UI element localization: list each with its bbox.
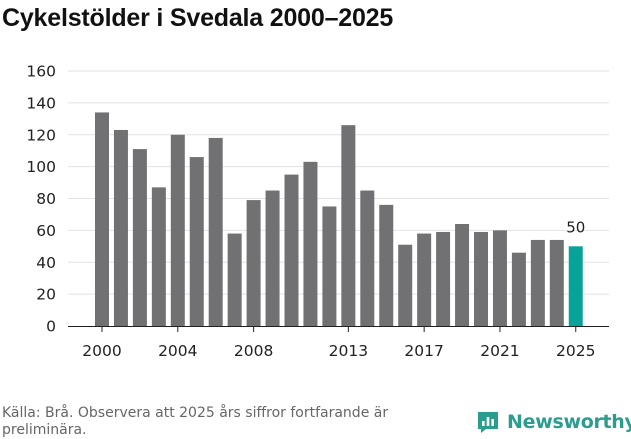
source-note: Källa: Brå. Observera att 2025 års siffr… — [2, 405, 389, 438]
bar-2001 — [113, 129, 128, 326]
bar-2022 — [511, 252, 526, 326]
bar-2004 — [170, 134, 185, 326]
x-tick-label: 2004 — [158, 342, 197, 360]
chart-title: Cykelstölder i Svedala 2000–2025 — [2, 4, 394, 32]
bar-2009 — [265, 190, 280, 326]
bar-2003 — [151, 187, 166, 326]
bar-2018 — [436, 231, 451, 326]
bar-2010 — [284, 174, 299, 326]
bar-2021 — [492, 230, 507, 326]
bar-2024 — [549, 239, 564, 326]
bar-2002 — [132, 149, 147, 326]
y-tick-label: 160 — [26, 63, 56, 81]
bar-2017 — [417, 233, 432, 326]
bar-2016 — [398, 244, 413, 326]
bar-2020 — [474, 231, 488, 326]
y-axis-ticks: 0 20 40 60 80 100 120 140 160 — [26, 63, 56, 336]
y-tick-label: 40 — [36, 254, 56, 272]
bar-2019 — [455, 224, 470, 326]
bar-2006 — [208, 137, 223, 326]
y-tick-label: 60 — [36, 222, 56, 240]
y-tick-label: 100 — [26, 158, 56, 176]
x-tick-label: 2025 — [556, 342, 595, 360]
brand-logo[interactable]: Newsworthy — [476, 408, 631, 436]
bar-2011 — [303, 161, 318, 326]
data-labels: 50 — [566, 218, 585, 236]
x-tick-label: 2017 — [404, 342, 443, 360]
brand-name: Newsworthy — [507, 411, 631, 433]
bar-2012 — [322, 206, 337, 326]
bar-2008 — [246, 200, 261, 326]
bar-2000 — [95, 112, 109, 326]
bars — [95, 112, 583, 326]
bar-2013 — [341, 125, 356, 326]
x-tick-label: 2008 — [234, 342, 273, 360]
bar-2014 — [360, 190, 375, 326]
x-tick-label: 2021 — [480, 342, 519, 360]
y-tick-label: 120 — [26, 126, 56, 144]
y-tick-label: 80 — [36, 190, 56, 208]
bar-2025 — [568, 246, 583, 326]
x-tick-label: 2013 — [329, 342, 368, 360]
bar-2015 — [379, 204, 394, 326]
bar-2007 — [227, 233, 242, 326]
y-tick-label: 20 — [36, 286, 56, 304]
gridlines — [68, 70, 609, 295]
bar-2023 — [530, 239, 545, 326]
x-axis-ticks: 2000 2004 2008 2013 2017 2021 2025 — [82, 327, 595, 360]
bar-2005 — [189, 157, 204, 326]
newsworthy-logo-icon — [478, 412, 498, 433]
y-tick-label: 140 — [26, 94, 56, 112]
data-label-2025: 50 — [566, 218, 585, 236]
y-tick-label: 0 — [46, 318, 56, 336]
x-tick-label: 2000 — [82, 342, 121, 360]
